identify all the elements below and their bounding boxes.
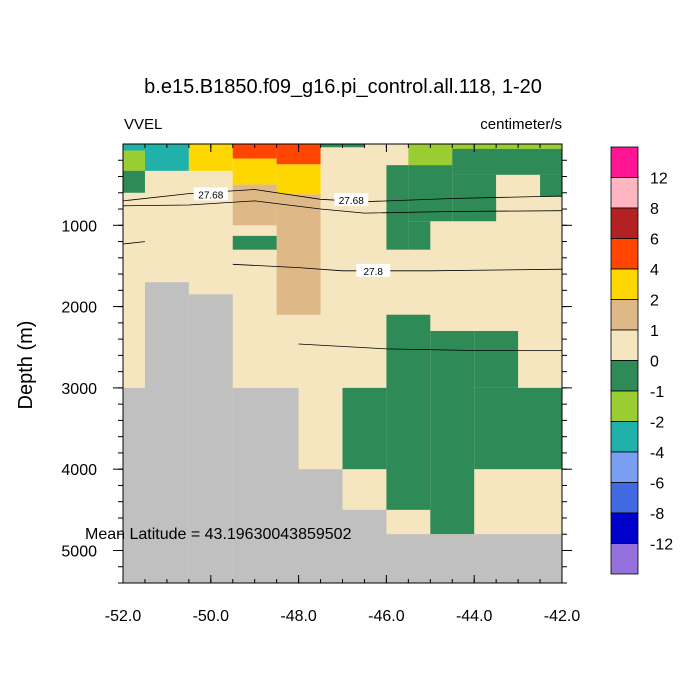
colorbar-label: -6 [650,476,664,493]
colorbar-swatch [610,360,639,392]
colorbar-swatch [610,329,639,361]
heatmap-cell [123,144,189,151]
heatmap-cell [188,294,233,583]
x-tick-label: -52.0 [105,608,142,625]
colorbar-label: 12 [650,171,668,188]
heatmap-cell [474,387,562,470]
heatmap-cell [276,144,321,165]
heatmap-cell [408,165,453,222]
x-tick-label: -48.0 [280,608,317,625]
heatmap-cell [232,144,277,159]
contour-label-box [193,187,228,201]
colorbar-label: -4 [650,445,664,462]
y-tick-label: 3000 [61,381,97,398]
colorbar-label: 6 [650,232,659,249]
heatmap-cell [452,148,562,175]
heatmap-cell [408,144,453,166]
heatmap-cell [386,314,431,510]
colorbar-swatch [610,268,639,300]
colorbar-label: -1 [650,384,664,401]
y-axis-label: Depth (m) [15,321,37,410]
colorbar-label: -12 [650,537,673,554]
heatmap-cell [540,174,562,197]
colorbar: 12 8 6 4 2 1 0 -1 -2 -4 -6 -8 -12 [610,146,673,575]
heatmap-cell [232,158,277,185]
heatmap-cell [496,174,541,197]
colorbar-label: 1 [650,323,659,340]
colorbar-swatch [610,421,639,453]
x-tick-label: -46.0 [368,608,405,625]
heatmap-cell [123,387,145,583]
colorbar-swatch [610,512,639,544]
mean-latitude-annotation: Mean Latitude = 43.19630043859502 [85,526,352,543]
chart-title: b.e15.B1850.f09_g16.pi_control.all.118, … [144,76,542,98]
colorbar-swatch [610,146,639,178]
heatmap-cell [144,282,189,583]
contour-line [298,343,562,351]
y-tick-label: 5000 [61,543,97,560]
heatmap-cell [386,534,562,583]
heatmap-cell [123,150,145,171]
colorbar-swatch [610,482,639,514]
contour-label-box [334,193,369,207]
colorbar-swatch [610,177,639,209]
y-tick-label: 4000 [61,462,97,479]
colorbar-label: 2 [650,293,659,310]
colorbar-label: 0 [650,354,659,371]
units-label: centimeter/s [480,116,562,133]
y-tick-label: 1000 [61,218,97,235]
heatmap-cell [474,330,519,388]
heatmap-cell [276,164,321,195]
colorbar-label: -8 [650,506,664,523]
colorbar-label: 4 [650,262,659,279]
heatmap-cell [123,170,145,193]
heatmap-cell [386,165,409,250]
heatmap-cell [430,330,475,535]
heatmap-cell [276,194,321,315]
contour-label-box [356,263,391,277]
y-axis: 1000 2000 3000 4000 5000 [61,159,572,584]
heatmap-cell [496,144,562,149]
colorbar-swatch [610,543,639,575]
plot-area [123,144,562,583]
contour-line [122,189,563,203]
x-tick-label: -42.0 [544,608,581,625]
heatmap-cell [342,509,387,583]
heatmap-cell [232,387,299,583]
contour-line [232,263,563,272]
contour-line [122,200,563,214]
contour-label: 27.68 [339,196,364,207]
contour-layer: 27.68 27.68 27.8 [122,187,563,351]
y-tick-label: 2000 [61,300,97,317]
colorbar-swatch [610,207,639,239]
heatmap-cell [144,150,189,171]
x-tick-label: -44.0 [456,608,493,625]
heatmap-cell [232,235,277,250]
heatmap-cell [298,469,343,583]
x-tick-label: -50.0 [193,608,230,625]
x-axis: -52.0 -50.0 -48.0 -46.0 -44.0 -42.0 [105,144,581,625]
colorbar-swatch [610,390,639,422]
contour-label: 27.68 [198,190,223,201]
colorbar-swatch [610,299,639,331]
colorbar-swatch [610,451,639,483]
contour-label: 27.8 [363,267,383,278]
heatmap-cell [408,221,431,250]
heatmap-cell [342,387,387,470]
contour-line [122,241,145,245]
colorbar-label: -2 [650,415,664,432]
colorbar-swatch [610,238,639,270]
colorbar-label: 8 [650,201,659,218]
variable-label: VVEL [124,116,162,133]
